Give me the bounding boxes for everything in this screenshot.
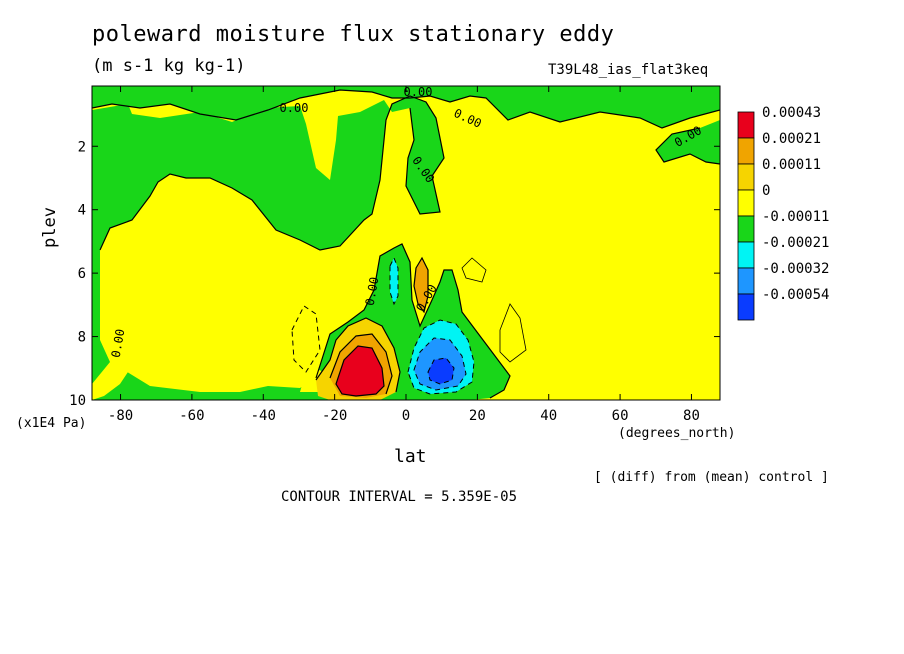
colorbar-swatch	[737, 267, 755, 295]
zero-contour-inner	[315, 243, 511, 399]
chart-title: poleward moisture flux stationary eddy	[92, 22, 615, 47]
negative-tongue	[390, 258, 398, 304]
contour-label: 0.00	[404, 85, 433, 99]
thin-loop-upper	[461, 257, 487, 283]
negative-loop-left	[291, 305, 321, 373]
positive-lobe-contour	[315, 317, 401, 393]
positive-tongue	[414, 258, 428, 312]
colorbar-label: 0.00043	[762, 105, 821, 121]
y-tick-label: 4	[78, 203, 86, 219]
negative-contour-lines	[291, 256, 475, 395]
positive-lobe-contour-2	[329, 333, 393, 395]
thin-contours	[461, 257, 527, 363]
x-tick-label: 60	[612, 408, 629, 424]
colorbar-swatch	[737, 189, 755, 217]
y-tick-label: 6	[78, 266, 86, 282]
contour-label: 0.00	[109, 328, 128, 359]
chart-units: (m s-1 kg kg-1)	[92, 56, 246, 76]
colorbar-swatch	[737, 137, 755, 165]
negative-region-tail-left	[92, 96, 510, 400]
colorbar-label: -0.00021	[762, 235, 829, 251]
positive-lobe-contour-3	[335, 345, 385, 397]
x-tick-label: 40	[540, 408, 557, 424]
colorbar-label: 0.00011	[762, 157, 821, 173]
colorbar: 0.00043 0.00021 0.00011 0 -0.00011 -0.00021 -0…	[737, 105, 829, 321]
y-tick-label: 10	[69, 393, 86, 409]
x-axis-label: lat	[394, 446, 427, 467]
positive-lobe-core	[336, 346, 384, 396]
colorbar-swatch	[737, 241, 755, 269]
axes: -80 -60 -40 -20 0 20 40 60 80 2 4 6 8 10	[69, 86, 720, 424]
zero-contour-main	[99, 95, 445, 251]
negative-region-top	[92, 86, 720, 128]
y-tick-label: 2	[78, 139, 86, 155]
experiment-label: T39L48_ias_flat3keq	[548, 62, 709, 78]
negative-lobe-contour-3	[427, 357, 455, 385]
x-tick-label: -60	[179, 408, 204, 424]
colorbar-label: 0.00021	[762, 131, 821, 147]
colorbar-swatch	[737, 111, 755, 139]
x-axis-units: (degrees_north)	[618, 426, 736, 441]
contour-field	[92, 86, 720, 400]
contour-label: 0.00	[280, 101, 309, 115]
x-tick-label: -80	[108, 408, 133, 424]
x-tick-label: -40	[251, 408, 276, 424]
negative-lobe-core	[428, 358, 454, 384]
right-tail-contour	[655, 127, 720, 165]
y-axis-units: (x1E4 Pa)	[16, 416, 87, 431]
colorbar-label: -0.00011	[762, 209, 829, 225]
thin-loop-right	[499, 303, 527, 363]
diff-note: [ (diff) from (mean) control ]	[594, 470, 829, 485]
negative-lobe-contour	[407, 319, 475, 395]
colorbar-label: -0.00032	[762, 261, 829, 277]
negative-region-right	[656, 120, 720, 164]
colorbar-swatch	[737, 293, 755, 321]
colorbar-swatch	[737, 215, 755, 243]
contour-interval: CONTOUR INTERVAL = 5.359E-05	[281, 489, 518, 505]
x-tick-label: 20	[469, 408, 486, 424]
x-tick-label: -20	[322, 408, 347, 424]
negative-tongue-contour	[389, 256, 399, 306]
contour-label: 0.00	[363, 276, 382, 307]
negative-lobe-contour-2	[413, 337, 467, 391]
x-tick-label: 80	[683, 408, 700, 424]
x-tick-label: 0	[402, 408, 410, 424]
colorbar-swatch	[737, 163, 755, 191]
positive-patch-left	[92, 330, 132, 400]
y-tick-label: 8	[78, 330, 86, 346]
contour-lines	[92, 89, 720, 399]
colorbar-label: -0.00054	[762, 287, 829, 303]
colorbar-label: 0	[762, 183, 770, 199]
positive-tongue-contour	[413, 256, 429, 314]
zero-contour-top	[92, 89, 720, 129]
